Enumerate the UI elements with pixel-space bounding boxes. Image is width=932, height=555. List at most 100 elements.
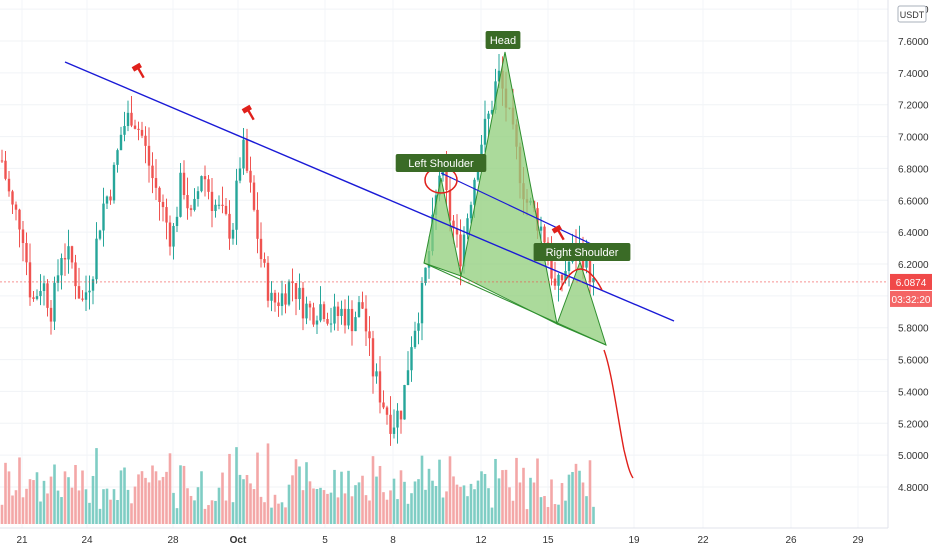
volume-bar bbox=[319, 487, 322, 524]
candle-body bbox=[364, 308, 368, 332]
candle-body bbox=[7, 178, 11, 192]
candle-body bbox=[399, 410, 403, 420]
x-tick-label: 15 bbox=[542, 535, 554, 546]
volume-bar bbox=[515, 457, 518, 524]
candle-body bbox=[315, 320, 319, 325]
candle-body bbox=[469, 204, 473, 219]
volume-bar bbox=[427, 468, 431, 524]
right-shoulder-label-bg bbox=[533, 243, 631, 261]
volume-bar bbox=[571, 472, 574, 524]
candle-body bbox=[294, 283, 298, 300]
volume-bar bbox=[231, 502, 235, 524]
candle-body bbox=[301, 287, 305, 319]
volume-bar bbox=[259, 496, 263, 524]
hammer-icon bbox=[241, 104, 255, 121]
candle-body bbox=[0, 160, 4, 162]
candle-body bbox=[406, 370, 410, 386]
candle-body bbox=[354, 317, 357, 332]
volume-bar bbox=[424, 489, 427, 524]
volume-bar bbox=[473, 489, 476, 524]
volume-bar bbox=[284, 507, 287, 524]
x-tick-label: 24 bbox=[81, 535, 93, 546]
volume-bar bbox=[329, 492, 333, 524]
volume-bar bbox=[312, 488, 315, 524]
volume-bar bbox=[518, 482, 522, 524]
candle-body bbox=[186, 195, 189, 209]
candle-body bbox=[336, 306, 340, 316]
candle-body bbox=[319, 304, 322, 321]
volume-bar bbox=[525, 509, 529, 524]
volume-bar bbox=[417, 479, 420, 524]
volume-bar bbox=[119, 470, 123, 524]
right-shoulder-arc bbox=[559, 268, 603, 291]
hammer-icon bbox=[551, 224, 565, 241]
candle-body bbox=[560, 274, 564, 281]
volume-bar bbox=[77, 490, 81, 524]
x-tick-label: 26 bbox=[785, 535, 797, 546]
volume-bar bbox=[193, 500, 196, 524]
candle-body bbox=[123, 126, 126, 135]
y-tick-label: 5.8000 bbox=[898, 324, 929, 335]
volume-bar bbox=[249, 483, 252, 524]
candle-body bbox=[4, 160, 7, 179]
candle-body bbox=[592, 278, 595, 283]
volume-bar bbox=[539, 497, 543, 524]
volume-bar bbox=[221, 472, 224, 524]
candle-body bbox=[221, 204, 224, 206]
candle-body bbox=[473, 179, 476, 205]
left-shoulder-label: Left Shoulder bbox=[408, 158, 474, 170]
candle-body bbox=[224, 205, 228, 214]
volume-bar bbox=[543, 495, 546, 524]
volume-bar bbox=[161, 476, 165, 524]
candle-body bbox=[28, 262, 32, 298]
volume-bar bbox=[431, 480, 434, 524]
y-tick-label: 5.4000 bbox=[898, 387, 929, 398]
candle-body bbox=[35, 296, 39, 299]
y-tick-label: 7.4000 bbox=[898, 69, 929, 80]
candle-body bbox=[158, 187, 161, 202]
volume-bar bbox=[98, 508, 102, 524]
candle-body bbox=[375, 371, 378, 377]
candle-body bbox=[77, 286, 81, 299]
volume-bar bbox=[494, 458, 497, 524]
candle-body bbox=[200, 176, 203, 192]
volume-bar bbox=[228, 453, 231, 524]
candle-body bbox=[487, 113, 490, 119]
candle-body bbox=[462, 234, 466, 267]
y-tick-label: 7.2000 bbox=[898, 101, 929, 112]
candle-body bbox=[298, 287, 301, 300]
volume-bar bbox=[179, 465, 182, 524]
candle-body bbox=[448, 190, 452, 221]
volume-bar bbox=[32, 480, 35, 524]
candle-body bbox=[326, 319, 329, 324]
candle-body bbox=[389, 414, 392, 434]
volume-bar bbox=[403, 481, 406, 524]
candle-body bbox=[151, 165, 154, 179]
volume-bar bbox=[420, 455, 424, 524]
volume-bar bbox=[112, 489, 116, 524]
candle-body bbox=[424, 267, 427, 283]
candle-body bbox=[193, 198, 196, 210]
volume-bar bbox=[63, 471, 67, 524]
candle-body bbox=[410, 347, 413, 371]
volume-bar bbox=[578, 470, 581, 524]
volume-bar bbox=[81, 470, 84, 524]
candle-body bbox=[25, 243, 28, 263]
candle-body bbox=[175, 216, 179, 226]
candle-body bbox=[126, 112, 130, 127]
pattern-left-shoulder bbox=[423, 177, 462, 277]
volume-bar bbox=[511, 500, 515, 524]
y-tick-label: 6.4000 bbox=[898, 228, 929, 239]
candle-body bbox=[130, 112, 133, 126]
candle-body bbox=[277, 302, 280, 307]
volume-bar bbox=[210, 500, 214, 524]
projection-curve bbox=[603, 349, 634, 479]
marker-handle bbox=[557, 229, 565, 241]
volume-bar bbox=[347, 470, 350, 524]
volume-bar bbox=[95, 448, 98, 524]
volume-bar bbox=[256, 452, 259, 524]
candle-body bbox=[168, 222, 172, 247]
volume-bar bbox=[116, 499, 119, 524]
candle-body bbox=[46, 283, 49, 308]
volume-bar bbox=[529, 477, 532, 524]
